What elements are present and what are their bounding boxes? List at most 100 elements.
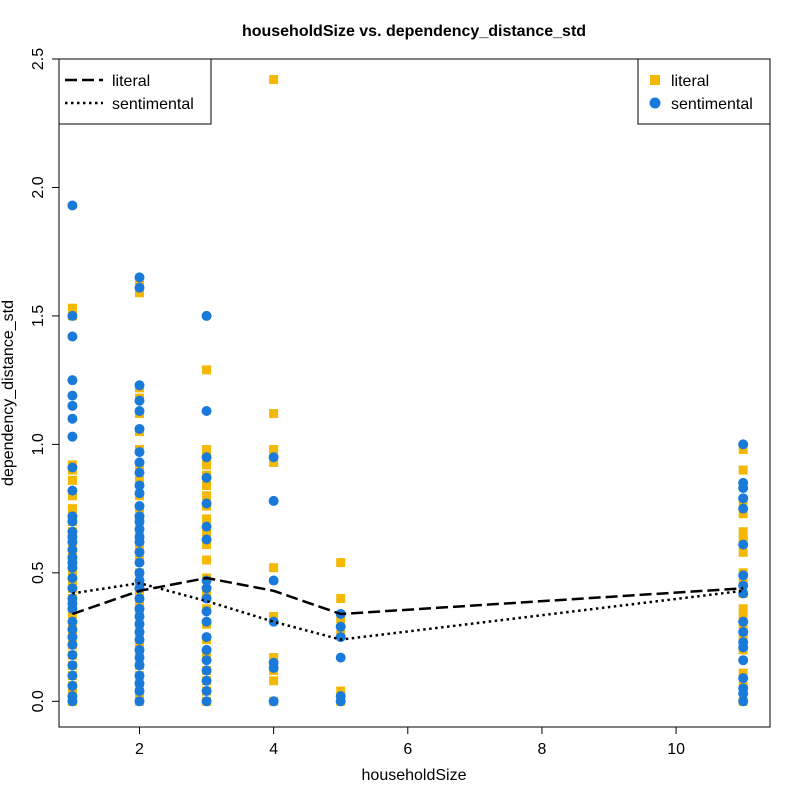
sentimental-point (335, 696, 346, 707)
sentimental-point (67, 696, 78, 707)
sentimental-point (67, 583, 78, 594)
x-tick-label: 8 (537, 741, 546, 758)
sentimental-point (67, 680, 78, 691)
sentimental-point (738, 655, 749, 666)
literal-point (738, 668, 748, 678)
literal-point (67, 303, 77, 313)
sentimental-point (134, 501, 145, 512)
literal-point (134, 475, 144, 485)
sentimental-point (134, 575, 145, 586)
sentimental-point (67, 331, 78, 342)
sentimental-point (134, 634, 145, 645)
sentimental-point (201, 686, 212, 697)
y-axis-label: dependency_distance_std (0, 300, 17, 486)
literal-point (336, 686, 346, 696)
sentimental-point (201, 472, 212, 483)
sentimental-trend-line (72, 581, 744, 641)
sentimental-point (738, 588, 749, 599)
sentimental-point (134, 593, 145, 604)
literal-point (738, 509, 748, 519)
sentimental-point (67, 572, 78, 583)
literal-point (202, 445, 212, 455)
sentimental-point (134, 467, 145, 478)
sentimental-point (738, 483, 749, 494)
sentimental-point (67, 639, 78, 650)
sentimental-point (134, 480, 145, 491)
sentimental-point (134, 567, 145, 578)
sentimental-point (738, 580, 749, 591)
sentimental-point (134, 537, 145, 548)
literal-point (134, 288, 144, 298)
y-tick-label: 0.0 (30, 690, 47, 712)
sentimental-point (738, 539, 749, 550)
sentimental-point (67, 632, 78, 643)
literal-point (336, 614, 346, 624)
sentimental-point (268, 495, 279, 506)
sentimental-point (738, 570, 749, 581)
sentimental-point (738, 439, 749, 450)
y-tick-label: 1.5 (30, 305, 47, 327)
sentimental-point (201, 644, 212, 655)
sentimental-point (268, 696, 279, 707)
literal-point (738, 527, 748, 537)
sentimental-point (134, 670, 145, 681)
literal-point (269, 409, 279, 419)
sentimental-point (67, 462, 78, 473)
literal-point (202, 650, 212, 660)
sentimental-point (134, 282, 145, 293)
sentimental-point (67, 624, 78, 635)
legend-literal-marker (650, 75, 660, 85)
legend-sentimental-marker-label: sentimental (671, 96, 753, 113)
y-tick-label: 2.0 (30, 176, 47, 198)
sentimental-point (738, 642, 749, 653)
literal-point (134, 588, 144, 598)
sentimental-point (134, 619, 145, 630)
sentimental-point (67, 431, 78, 442)
literal-point (738, 632, 748, 642)
sentimental-point (134, 652, 145, 663)
sentimental-point (738, 503, 749, 514)
literal-point (269, 653, 279, 663)
sentimental-point (201, 616, 212, 627)
sentimental-point (134, 660, 145, 671)
sentimental-point (268, 662, 279, 673)
sentimental-point (134, 524, 145, 535)
sentimental-point (67, 485, 78, 496)
literal-point (202, 480, 212, 490)
y-axis: 0.0 0.5 1.0 1.5 2.0 2.5 (30, 48, 59, 712)
literal-point (738, 612, 748, 622)
sentimental-point (201, 665, 212, 676)
plot-frame (58, 58, 771, 728)
data-points (67, 75, 749, 707)
sentimental-point (268, 452, 279, 463)
literal-point (67, 568, 77, 578)
literal-trend-line (71, 576, 744, 616)
legend-literal-line-label: literal (112, 73, 150, 90)
sentimental-point (67, 544, 78, 555)
literal-point (269, 445, 279, 455)
sentimental-point (67, 616, 78, 627)
sentimental-point (201, 310, 212, 321)
literal-point (202, 555, 212, 565)
sentimental-point (67, 603, 78, 614)
sentimental-point (201, 655, 212, 666)
x-axis: 2 4 6 8 10 (135, 727, 685, 758)
sentimental-point (738, 616, 749, 627)
literal-point (202, 527, 212, 537)
literal-point (202, 365, 212, 375)
sentimental-point (201, 521, 212, 532)
legend-literal-marker-label: literal (671, 73, 709, 90)
literal-point (336, 558, 346, 568)
x-tick-label: 10 (667, 741, 685, 758)
literal-point (67, 475, 77, 485)
literal-point (67, 504, 77, 514)
sentimental-point (134, 611, 145, 622)
trend-lines (71, 576, 744, 641)
literal-point (738, 547, 748, 557)
sentimental-point (335, 632, 346, 643)
sentimental-point (738, 673, 749, 684)
literal-point (202, 460, 212, 470)
literal-point (202, 588, 212, 598)
sentimental-point (134, 686, 145, 697)
sentimental-point (134, 405, 145, 416)
